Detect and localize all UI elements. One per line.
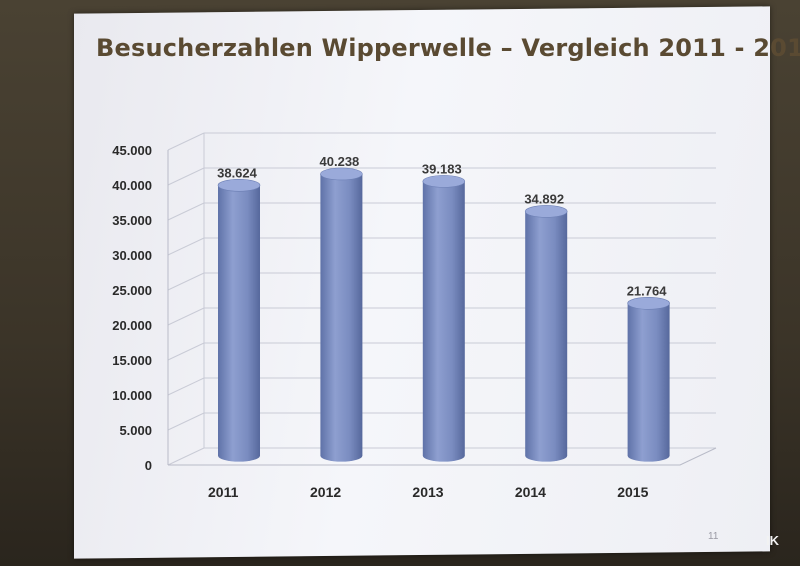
bar-body (422, 181, 465, 462)
bar-2014 (524, 205, 568, 462)
x-tick-label: 2012 (310, 484, 341, 500)
bar-top (217, 178, 261, 192)
y-tick-label: 15.000 (112, 353, 152, 368)
gridline-depth (167, 342, 205, 361)
x-tick-label: 2011 (208, 484, 239, 500)
bar-2011 (217, 178, 261, 462)
y-tick-label: 35.000 (112, 213, 152, 228)
slide-page-number: 11 (708, 531, 719, 542)
bar-body (627, 303, 670, 462)
bar-top (320, 167, 363, 181)
data-label: 34.892 (524, 191, 564, 206)
bar-top (524, 205, 568, 218)
bar-body (320, 173, 363, 462)
data-label: 21.764 (627, 283, 668, 298)
y-tick-label: 40.000 (112, 178, 152, 193)
data-label: 40.238 (320, 154, 360, 169)
bar-2015 (627, 297, 670, 462)
y-tick-label: 25.000 (112, 283, 152, 298)
y-tick-label: 45.000 (112, 143, 152, 158)
bar-top (422, 175, 466, 188)
bar-2012 (320, 167, 363, 462)
gridline-depth (167, 377, 205, 396)
gridline-depth (167, 237, 205, 256)
data-label: 38.624 (217, 165, 258, 180)
gridline-depth (167, 447, 205, 466)
data-label: 39.183 (422, 161, 462, 176)
photo-credit: IK (766, 533, 779, 548)
x-tick-label: 2014 (515, 484, 546, 500)
gridline-depth (167, 202, 205, 221)
chart-title: Besucherzahlen Wipperwelle – Vergleich 2… (96, 34, 800, 62)
x-tick-label: 2013 (412, 484, 443, 500)
y-tick-label: 0 (145, 458, 152, 473)
y-tick-label: 5.000 (119, 423, 152, 438)
gridline-depth (167, 167, 205, 186)
floor-edge (168, 447, 717, 466)
gridline-depth (167, 132, 205, 151)
gridline-depth (167, 412, 205, 431)
y-tick-label: 10.000 (112, 388, 152, 403)
gridline-depth (167, 272, 205, 291)
bar-top (627, 297, 670, 310)
bar-body (525, 211, 568, 462)
y-tick-label: 30.000 (112, 248, 152, 263)
bar-2013 (422, 175, 466, 462)
bar-body (218, 185, 260, 462)
gridline-depth (167, 307, 205, 326)
y-tick-label: 20.000 (112, 318, 152, 333)
x-tick-label: 2015 (617, 484, 648, 500)
